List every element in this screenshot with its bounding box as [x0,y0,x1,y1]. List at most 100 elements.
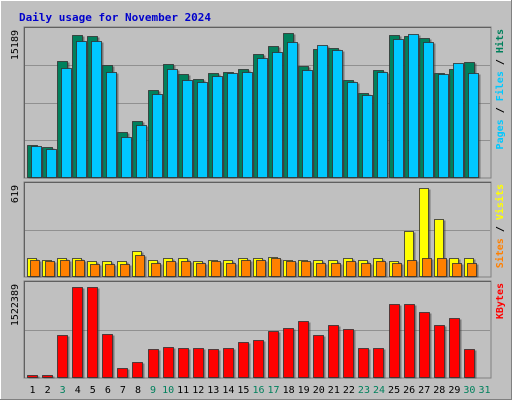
bar-files-28 [438,74,449,178]
bar-files-23 [362,95,373,178]
bar-kbytes-undefined [313,335,324,378]
bar-kbytes-undefined [419,312,430,378]
bar-files-30 [468,73,479,178]
bar-sites-undefined [166,261,176,277]
panel-1: 15189 Pages / Files / Hits [10,26,506,179]
series-files [31,34,481,179]
bar-sites-undefined [452,263,462,277]
legend-pages: Pages [495,119,506,149]
bar-files-9 [152,94,163,178]
bar-files-13 [212,76,223,178]
bar-kbytes-undefined [117,368,128,378]
max-value-label: 619 [10,185,21,203]
day-label: 5 [90,385,96,396]
bar-sites-undefined [256,260,266,277]
bar-files-15 [242,72,253,178]
bar-kbytes-undefined [328,325,339,378]
legend-kbytes: KBytes [495,283,506,319]
legend-hits: Hits [494,29,506,53]
bar-sites-undefined [75,260,85,277]
day-label: 2 [45,385,51,396]
day-label: 10 [162,385,174,396]
day-label: 17 [268,385,280,396]
max-value-label: 1522389 [10,284,21,326]
legend-separator: / [495,53,506,71]
bar-kbytes-undefined [223,348,234,378]
bar-files-17 [272,52,283,178]
bar-kbytes-undefined [27,375,38,378]
legend-sites: Sites [494,238,506,268]
panel-2: 619 Sites / Visits [10,181,506,278]
day-label: 18 [283,385,295,396]
day-label: 26 [403,385,415,396]
legend-files: Files [494,71,506,101]
chart-title: Daily usage for November 2024 [19,11,211,24]
bar-sites-undefined [467,263,477,277]
bar-sites-undefined [226,263,236,277]
bar-files-27 [423,42,434,178]
day-label: 9 [150,385,156,396]
bar-sites-undefined [271,258,281,277]
day-label: 15 [237,385,249,396]
bar-kbytes-undefined [148,349,159,378]
bar-files-16 [257,58,268,178]
series-sites [30,255,479,278]
day-label: 6 [105,385,111,396]
series-legend: Sites / Visits [494,184,506,268]
bar-sites-undefined [361,263,371,277]
day-label: 19 [298,385,310,396]
bar-kbytes-undefined [208,349,219,378]
day-label: 3 [60,385,66,396]
day-label: 27 [418,385,430,396]
bar-kbytes-undefined [373,348,384,378]
day-label: 11 [177,385,189,396]
bar-sites-undefined [90,264,100,277]
series-legend: Pages / Files / Hits [494,29,506,149]
bar-sites-undefined [30,260,40,277]
bar-files-3 [61,68,72,178]
day-label: 29 [448,385,460,396]
bar-kbytes-undefined [132,362,143,378]
bar-sites-undefined [331,263,341,277]
bar-files-19 [302,70,313,178]
day-label: 21 [328,385,340,396]
bar-sites-undefined [105,264,115,277]
bar-files-18 [287,42,298,178]
bar-sites-undefined [151,263,161,277]
bar-files-6 [106,72,117,178]
bar-sites-undefined [120,264,130,277]
day-label: 13 [207,385,219,396]
bar-sites-undefined [241,260,251,277]
bar-files-22 [347,82,358,178]
bar-files-20 [317,45,328,178]
bar-sites-undefined [301,261,311,277]
bar-files-8 [136,125,147,178]
panel-3: 1522389 KBytes [10,280,506,379]
bar-files-10 [167,69,178,178]
bar-files-7 [121,137,132,178]
bar-files-2 [46,149,57,178]
bar-files-26 [408,34,419,178]
bar-kbytes-undefined [42,375,53,378]
bar-sites-undefined [376,261,386,277]
day-label: 25 [388,385,400,396]
day-label: 30 [463,385,475,396]
bar-files-29 [453,63,464,178]
bar-kbytes-undefined [57,335,68,378]
bar-sites-undefined [392,263,402,277]
day-label: 23 [358,385,370,396]
series-kbytes [27,287,477,379]
bar-files-24 [377,72,388,178]
bar-kbytes-undefined [343,329,354,378]
bar-files-12 [197,82,208,178]
day-label: 1 [30,385,36,396]
bar-kbytes-undefined [238,342,249,378]
day-label: 24 [373,385,385,396]
bar-files-21 [332,50,343,178]
legend-separator: / [495,101,506,119]
bar-sites-undefined [196,263,206,277]
bar-kbytes-undefined [193,348,204,378]
bar-kbytes-undefined [464,349,475,378]
bar-sites-undefined [60,260,70,277]
day-label: 4 [75,385,81,396]
